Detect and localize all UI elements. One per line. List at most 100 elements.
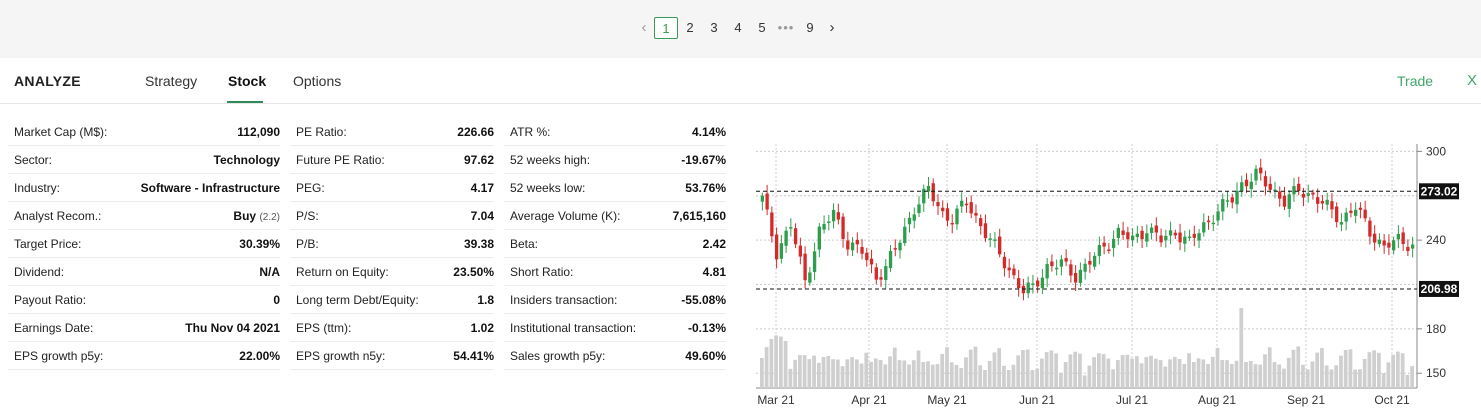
stat-value-text: 1.02: [470, 321, 494, 335]
candle-body: [893, 248, 897, 250]
candle-body: [1301, 193, 1306, 198]
volume-bar: [1139, 363, 1144, 388]
stat-row: Long term Debt/Equity: 1.8: [290, 286, 494, 314]
candle-body: [874, 267, 878, 280]
candle-body: [817, 226, 821, 250]
candle-body: [1040, 277, 1045, 289]
x-axis-label: Oct 21: [1374, 393, 1410, 407]
candle-body: [898, 242, 902, 251]
candle-body: [1235, 190, 1239, 205]
candle-body: [808, 272, 812, 283]
candle-body: [1064, 258, 1068, 262]
volume-bar: [869, 361, 873, 388]
stat-value: 97.62: [464, 146, 494, 174]
volume-bar: [892, 347, 897, 388]
stat-value: 226.66: [457, 118, 494, 146]
page-button-3[interactable]: 3: [710, 20, 718, 35]
stat-label: Sales growth p5y:: [510, 349, 606, 363]
volume-bar: [826, 356, 831, 388]
stat-value-text: 1.8: [477, 293, 494, 307]
volume-bar: [1002, 365, 1006, 388]
page-button-4[interactable]: 4: [734, 20, 742, 35]
stat-value: 54.41%: [453, 342, 494, 370]
pagination: ‹ 1 2 3 4 5 ••• 9 ›: [634, 17, 842, 39]
volume-bar: [774, 335, 778, 388]
candle-body: [936, 202, 940, 207]
page-button-2[interactable]: 2: [686, 20, 694, 35]
stat-value: Technology: [214, 146, 280, 174]
volume-bar: [1320, 348, 1324, 388]
volume-bar: [1030, 370, 1035, 388]
candle-body: [1088, 260, 1092, 265]
page-button-9[interactable]: 9: [806, 20, 814, 35]
volume-bar: [1016, 355, 1021, 388]
close-icon[interactable]: X: [1467, 72, 1478, 89]
volume-bar: [1296, 346, 1301, 388]
stat-value: 23.50%: [453, 258, 494, 286]
volume-bar: [797, 355, 802, 388]
candle-body: [1391, 240, 1396, 251]
volume-bar: [835, 359, 840, 388]
stat-value-text: 54.41%: [453, 349, 494, 363]
volume-bar: [1068, 354, 1073, 388]
stat-value-text: 49.60%: [685, 349, 726, 363]
chevron-right-icon[interactable]: ›: [829, 19, 835, 36]
candle-body: [1406, 246, 1410, 251]
tab-strategy[interactable]: Strategy: [145, 73, 198, 89]
stat-value-text: Thu Nov 04 2021: [185, 321, 280, 335]
volume-bar: [783, 341, 788, 388]
tab-stock[interactable]: Stock: [228, 73, 267, 89]
page-button-1[interactable]: 1: [654, 17, 678, 39]
volume-bar: [1267, 347, 1272, 388]
candle-body: [1335, 206, 1339, 223]
candle-body: [1092, 255, 1097, 267]
volume-bar: [1177, 359, 1182, 388]
stat-row: Return on Equity: 23.50%: [290, 258, 494, 286]
volume-bar: [1130, 358, 1134, 388]
volume-bar: [812, 355, 816, 388]
volume-bar: [1172, 356, 1177, 388]
page-ellipsis[interactable]: •••: [777, 20, 795, 35]
x-axis-label: Jul 21: [1116, 393, 1148, 407]
stat-value-text: 2.42: [702, 237, 726, 251]
candle-body: [1002, 256, 1007, 269]
candle-body: [1116, 227, 1121, 239]
candle-body: [1306, 193, 1310, 196]
volume-bar: [850, 357, 854, 388]
candle-body: [1225, 200, 1230, 202]
volume-bar: [1191, 361, 1196, 388]
volume-bar: [1239, 308, 1244, 388]
stat-row: EPS growth p5y: 22.00%: [8, 342, 280, 370]
stat-value-text: 39.38: [463, 237, 494, 251]
page-button-5[interactable]: 5: [758, 20, 766, 35]
chevron-left-icon[interactable]: ‹: [641, 19, 647, 36]
volume-bar: [1367, 352, 1372, 388]
stat-row: Average Volume (K): 7,615,160: [504, 202, 726, 230]
tab-options[interactable]: Options: [293, 73, 342, 89]
candle-body: [846, 240, 850, 250]
y-axis-label: 300: [1426, 144, 1446, 158]
candle-body: [903, 226, 907, 244]
volume-bar: [1400, 353, 1405, 388]
candle-body: [1387, 242, 1391, 248]
candle-body: [850, 242, 855, 251]
volume-bar: [1248, 360, 1253, 388]
stat-value-sub: (2.2): [259, 212, 280, 223]
stat-label: Long term Debt/Equity:: [296, 293, 419, 307]
volume-bar: [1377, 352, 1381, 388]
volume-bar: [793, 359, 797, 388]
volume-bar: [1381, 373, 1386, 388]
candle-body: [907, 217, 912, 225]
volume-bar: [1244, 362, 1248, 388]
stat-row: P/S: 7.04: [290, 202, 494, 230]
volume-bar: [1215, 347, 1220, 388]
stats-column-2: PE Ratio: 226.66 Future PE Ratio: 97.62 PEG:…: [290, 118, 494, 370]
candle-body: [1026, 282, 1030, 294]
trade-button[interactable]: Trade: [1397, 73, 1434, 89]
volume-bar: [1372, 350, 1377, 388]
stat-row: PEG: 4.17: [290, 174, 494, 202]
candle-body: [926, 185, 931, 192]
stat-label: Earnings Date:: [14, 321, 94, 335]
volume-bar: [897, 360, 902, 388]
volume-bar: [821, 357, 826, 388]
